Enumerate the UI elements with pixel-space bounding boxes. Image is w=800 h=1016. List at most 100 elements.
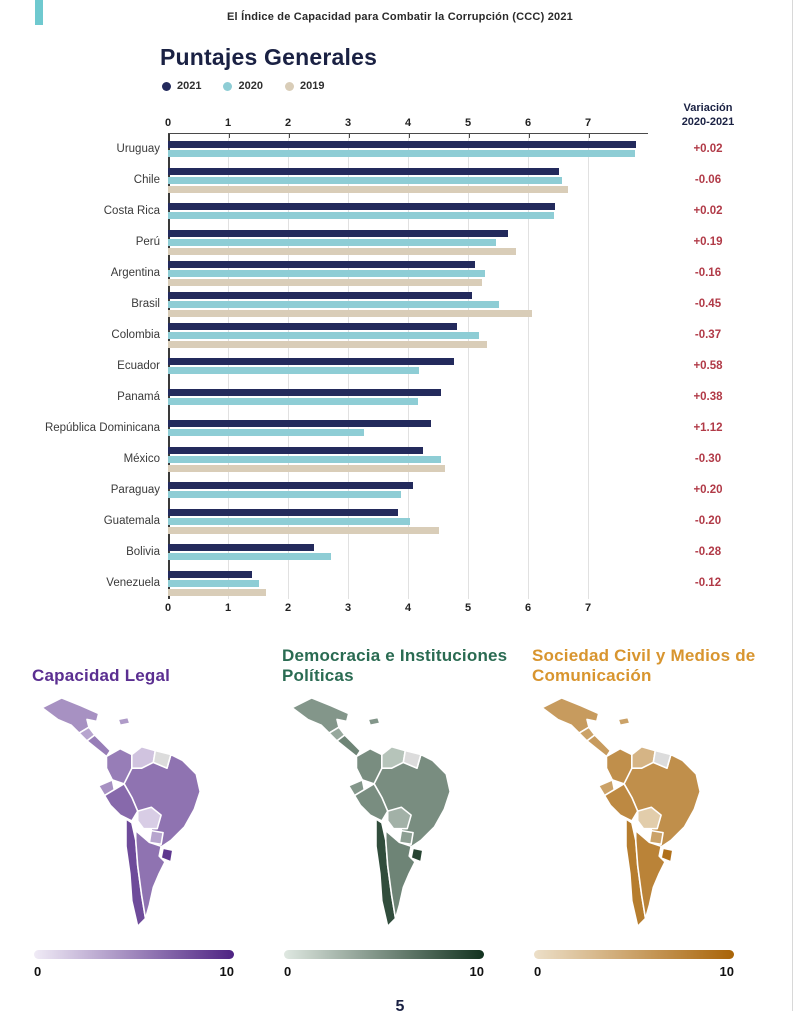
uruguay-region <box>660 847 674 863</box>
paraguay-region <box>148 829 164 846</box>
country-row: Panamá +0.38 <box>0 382 800 413</box>
bar-2019 <box>168 309 533 317</box>
bolivia-region <box>386 806 412 830</box>
bar-2020 <box>168 517 411 525</box>
variation-value: +0.20 <box>693 484 723 497</box>
report-header-note: El Índice de Capacidad para Combatir la … <box>227 11 573 23</box>
bolivia-region <box>136 806 162 830</box>
bar-2021 <box>168 291 473 299</box>
variation-value: +0.19 <box>693 236 723 249</box>
page-edge-line <box>792 0 793 1011</box>
x-tick-label: 1 <box>224 601 232 614</box>
bar-2019 <box>168 340 488 348</box>
country-label: Argentina <box>110 267 160 280</box>
map-scale-sociedad: 0 10 <box>534 950 734 979</box>
country-row: Chile -0.06 <box>0 165 800 196</box>
x-tick-label: 0 <box>164 601 172 614</box>
variation-value: -0.12 <box>694 577 722 590</box>
paraguay-region <box>648 829 664 846</box>
teal-corner-accent <box>35 0 43 25</box>
legend-label-2021: 2021 <box>177 80 202 92</box>
latam-choropleth-svg <box>41 697 201 928</box>
country-label: Guatemala <box>103 515 160 528</box>
map-title-sociedad-civil: Sociedad Civil y Medios de Comunicación <box>532 645 756 685</box>
variation-value: +0.02 <box>693 205 723 218</box>
x-tick-label: 2 <box>284 116 292 129</box>
country-bars <box>168 141 648 158</box>
guianas-region <box>402 749 422 769</box>
bar-2019 <box>168 526 440 534</box>
bar-2020 <box>168 176 563 184</box>
country-label: Ecuador <box>117 360 160 373</box>
chart-body: Uruguay +0.02 Chile -0.06 Costa Rica +0.02 Per… <box>0 133 800 599</box>
x-tick-label: 4 <box>404 116 412 129</box>
guianas-region <box>652 749 672 769</box>
page-number: 5 <box>395 998 405 1015</box>
bar-2020 <box>168 455 441 463</box>
country-row: Uruguay +0.02 <box>0 134 800 165</box>
bar-2021 <box>168 389 441 397</box>
gridlines <box>168 133 648 599</box>
x-tick-label: 5 <box>464 601 472 614</box>
x-tick-label: 6 <box>524 601 532 614</box>
bar-2021 <box>168 167 559 175</box>
bar-2020 <box>168 238 497 246</box>
uruguay-region <box>410 847 424 863</box>
central-region <box>586 734 612 758</box>
legend-label-2019: 2019 <box>299 80 325 92</box>
country-row: Guatemala -0.20 <box>0 506 800 537</box>
latam-choropleth-svg <box>291 697 451 928</box>
country-row: Ecuador +0.58 <box>0 351 800 382</box>
x-axis-top: 0 1 2 3 4 5 6 7 <box>165 103 648 138</box>
country-label: Brasil <box>131 298 160 311</box>
country-row: Costa Rica +0.02 <box>0 196 800 227</box>
bar-2019 <box>168 247 516 255</box>
chart-area: 0 1 2 3 4 5 6 7 Variación 2020-2021 Uruguay +0.0… <box>0 101 800 617</box>
gridline <box>528 133 529 599</box>
map-scale-bar <box>284 950 484 959</box>
dominican-region <box>117 716 131 727</box>
colombia-region <box>105 747 133 785</box>
bar-2020 <box>168 367 420 375</box>
bar-2021 <box>168 570 252 578</box>
bar-2021 <box>168 544 314 552</box>
latam-map-legal <box>32 696 268 938</box>
country-label: Perú <box>135 236 160 249</box>
latam-choropleth-svg <box>541 697 701 928</box>
x-tick-label: 7 <box>584 601 592 614</box>
bar-2019 <box>168 278 483 286</box>
bar-2021 <box>168 420 431 428</box>
scale-max-label: 10 <box>469 964 484 979</box>
paraguay-region <box>398 829 414 846</box>
country-bars <box>168 229 648 255</box>
bar-2021 <box>168 322 457 330</box>
bar-2020 <box>168 553 331 561</box>
central-region <box>86 734 112 758</box>
country-row: Paraguay +0.20 <box>0 475 800 506</box>
gridline <box>468 133 469 599</box>
map-scale-bar <box>34 950 234 959</box>
chart-legend: 2021 2020 2019 <box>162 79 800 93</box>
country-label: República Dominicana <box>44 422 160 435</box>
country-bars <box>168 260 648 286</box>
country-label: Bolivia <box>126 546 160 559</box>
chart-title: Puntajes Generales <box>160 44 378 70</box>
map-title-democracia: Democracia e Instituciones Políticas <box>282 645 508 685</box>
country-bars <box>168 322 648 348</box>
mexico-region <box>41 697 100 734</box>
country-row: México -0.30 <box>0 444 800 475</box>
bar-2020 <box>168 300 500 308</box>
country-label: México <box>123 453 160 466</box>
country-row: Bolivia -0.28 <box>0 537 800 568</box>
latam-map-democracia <box>282 696 518 938</box>
bar-2021 <box>168 203 555 211</box>
chart-header: 0 1 2 3 4 5 6 7 Variación 2020-2021 <box>0 101 800 138</box>
x-tick-label: 2 <box>284 601 292 614</box>
mexico-region <box>291 697 350 734</box>
legend-dot-2020 <box>223 81 233 91</box>
latam-map-sociedad <box>532 696 768 938</box>
central-region <box>336 734 362 758</box>
legend-dot-2021 <box>162 81 171 91</box>
country-row: Brasil -0.45 <box>0 289 800 320</box>
map-scale-legal: 0 10 <box>34 950 234 979</box>
